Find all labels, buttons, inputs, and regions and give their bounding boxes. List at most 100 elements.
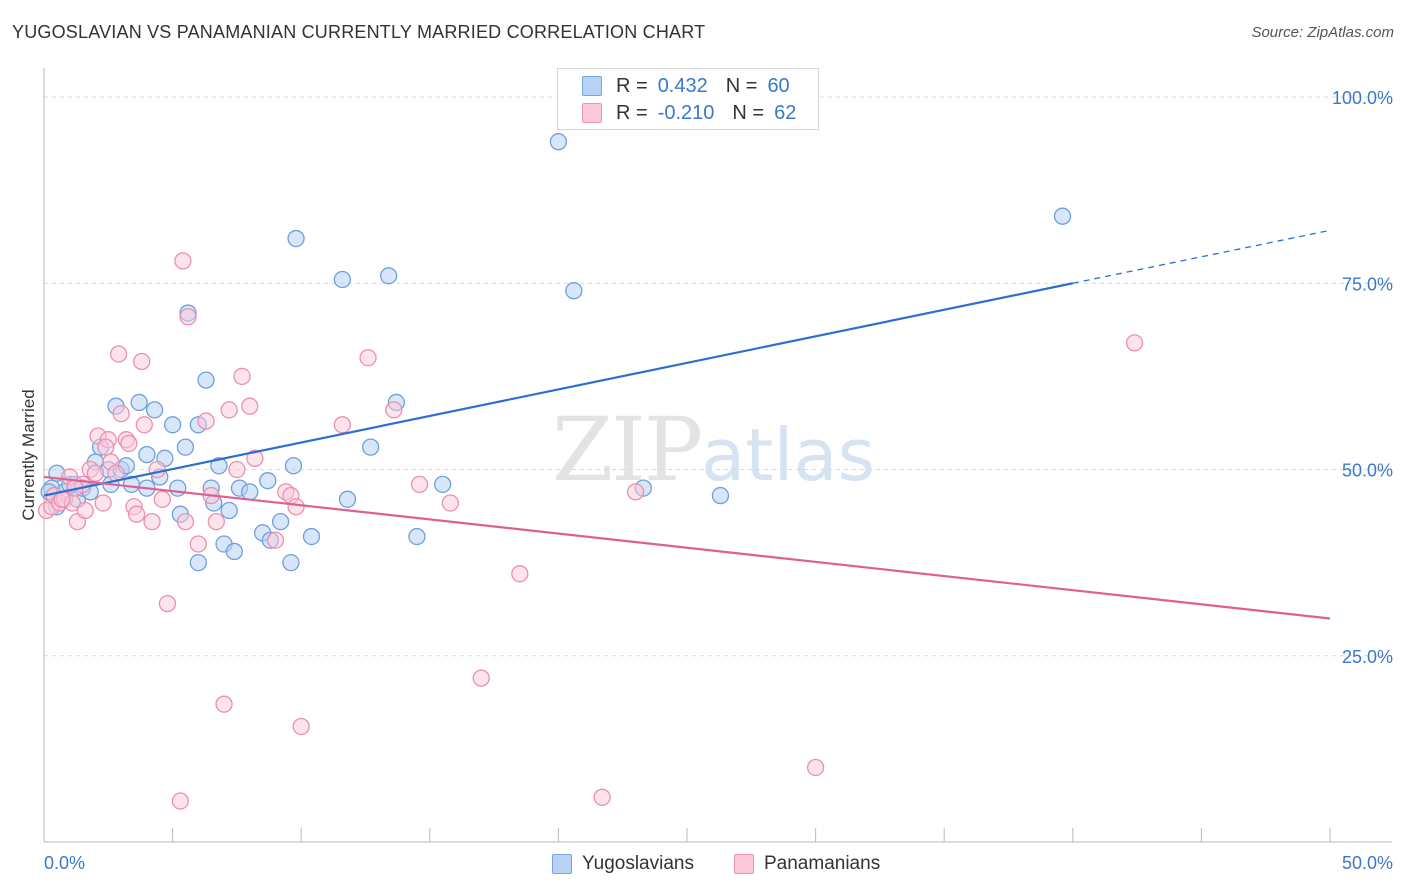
data-point (1125, 334, 1144, 352)
r-value: 0.432 (657, 74, 708, 97)
data-point (441, 494, 460, 512)
data-point (189, 553, 207, 572)
data-point (284, 457, 303, 475)
data-point (434, 475, 452, 494)
data-point (228, 460, 246, 479)
data-point (207, 513, 225, 531)
data-point (138, 445, 156, 464)
data-point (176, 438, 195, 456)
data-point (76, 501, 94, 520)
bottom-legend-label: Panamanians (764, 853, 881, 874)
data-point (127, 505, 146, 523)
data-point (338, 490, 357, 508)
y-tick-label: 25.0% (1342, 647, 1393, 667)
data-point (174, 252, 192, 270)
data-point (593, 788, 611, 806)
data-point (271, 513, 290, 531)
data-point (145, 401, 164, 419)
source-label: Source: ZipAtlas.com (1251, 24, 1394, 41)
data-point (408, 527, 426, 546)
y-tick-label: 100.0% (1332, 88, 1393, 108)
data-point (259, 472, 277, 490)
r-value: -0.210 (657, 101, 715, 124)
correlation-legend: R = 0.432 N = 60 R = -0.210 N = 62 (557, 68, 819, 130)
data-point (806, 758, 825, 777)
trend-line-yugoslavians (43, 282, 1074, 497)
data-point (241, 483, 259, 501)
bottom-legend-yugoslavians: Yugoslavians (552, 851, 694, 877)
chart-title: YUGOSLAVIAN VS PANAMANIAN CURRENTLY MARR… (12, 22, 706, 42)
data-point (711, 486, 730, 505)
bottom-swatch-pink (734, 854, 754, 874)
data-point (266, 531, 285, 549)
data-point (158, 594, 177, 613)
data-point (410, 475, 429, 494)
data-point (549, 133, 568, 151)
data-point (120, 434, 138, 453)
r-label: R = (616, 101, 648, 124)
data-point (169, 479, 187, 497)
watermark-atlas: atlas (701, 413, 876, 497)
series-yugoslavians (40, 133, 1072, 572)
y-tick-label: 75.0% (1342, 274, 1393, 294)
data-point (220, 501, 238, 520)
data-point (302, 527, 321, 546)
data-point (109, 345, 128, 363)
legend-swatch-blue (582, 76, 602, 96)
data-point (359, 349, 377, 367)
data-point (130, 393, 148, 412)
y-axis-label: Currently Married (19, 389, 38, 520)
data-point (143, 513, 161, 531)
n-label: N = (732, 101, 765, 124)
data-point (626, 483, 645, 501)
data-point (333, 416, 352, 434)
y-tick-label: 50.0% (1342, 461, 1393, 481)
legend-row-yugoslavians: R = 0.432 N = 60 (582, 73, 790, 99)
data-point (241, 397, 259, 415)
data-point (135, 416, 153, 434)
data-point (287, 229, 305, 248)
data-point (94, 494, 112, 512)
data-point (171, 792, 189, 810)
data-point (86, 464, 105, 482)
data-point (112, 404, 130, 423)
n-value: 62 (774, 101, 797, 124)
data-point (292, 717, 310, 736)
axes (43, 68, 1392, 843)
legend-row-panamanians: R = -0.210 N = 62 (582, 100, 796, 126)
trend-lines (43, 229, 1331, 620)
tick-labels: 25.0% 50.0% 75.0% 100.0% 0.0% 50.0% (44, 88, 1393, 873)
x-tick-label: 0.0% (44, 853, 85, 873)
bottom-swatch-blue (552, 854, 572, 874)
data-point (511, 565, 529, 583)
watermark-zip: ZIP (552, 398, 703, 501)
data-point (361, 438, 380, 456)
data-point (225, 542, 243, 561)
series-panamanians (37, 252, 1144, 810)
data-point (97, 438, 115, 456)
data-point (282, 553, 300, 572)
data-point (163, 416, 182, 434)
data-point (189, 535, 207, 553)
legend-swatch-pink (582, 103, 602, 123)
data-point (333, 270, 352, 289)
data-point (379, 267, 398, 285)
data-point (179, 308, 197, 326)
data-point (385, 401, 403, 419)
data-point (246, 449, 264, 467)
data-point (176, 513, 195, 531)
data-point (1053, 207, 1072, 225)
bottom-legend-panamanians: Panamanians (734, 851, 880, 877)
x-tick-label: 50.0% (1342, 853, 1393, 873)
data-point (287, 498, 305, 516)
trend-line-yugoslavians-extension (1072, 229, 1331, 284)
data-point (220, 401, 238, 419)
data-point (148, 460, 166, 479)
data-point (197, 371, 215, 389)
data-point (472, 669, 490, 687)
r-label: R = (616, 74, 648, 97)
trend-line-panamanians (43, 475, 1331, 620)
data-point (215, 695, 233, 713)
watermark: ZIPatlas (552, 398, 875, 501)
